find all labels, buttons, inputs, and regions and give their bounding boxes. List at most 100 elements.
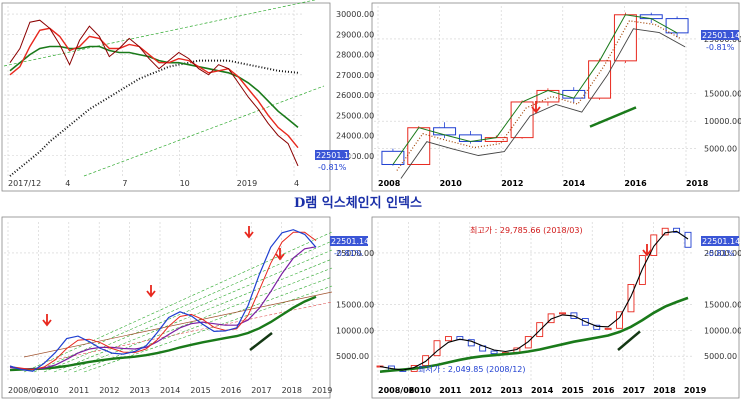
quarterly-y-tick-label: 15000.00 (704, 301, 741, 310)
monthly-x-tick-label: 2013 (130, 386, 150, 395)
monthly-y-tick-label: 5000.00 (336, 352, 369, 361)
daily-y-tick-label: 23000.00 (336, 152, 374, 161)
ma-long-line (9, 59, 299, 177)
daily-x-tick-label: 4 (65, 179, 70, 188)
ma-short-line (9, 27, 299, 149)
daily-x-tick-label: 4 (294, 179, 299, 188)
candle-body (665, 18, 689, 34)
quarterly-x-tick-label: 2010 (409, 386, 432, 395)
candle-body (407, 127, 431, 165)
price-tag-daily: 22501.14 -0.81% (315, 150, 354, 172)
candle-body (484, 137, 508, 142)
high-annotation: 최고가 : 29,785.66 (2018/03) (470, 225, 583, 235)
daily-x-tick-label: 7 (122, 179, 127, 188)
price-tag-monthly: 22501.14 -0.81% (330, 236, 369, 258)
trend-line (23, 291, 333, 358)
daily-y-tick-label: 29000.00 (336, 30, 374, 39)
red-arrow-icon (244, 226, 254, 239)
ma-green-thick (589, 106, 637, 128)
daily-y-tick-label: 26000.00 (336, 91, 374, 100)
yearly-x-tick-label: 2014 (563, 179, 586, 188)
svg-text:22501.14: 22501.14 (702, 237, 740, 246)
candle-body (639, 14, 663, 20)
ma-line (392, 14, 678, 165)
daily-x-tick-label: 2019 (237, 179, 257, 188)
candle-body (684, 231, 692, 248)
monthly-y-tick-label: 10000.00 (336, 326, 374, 335)
quarterly-x-tick-label: 2014 (531, 386, 554, 395)
trend-line (83, 285, 333, 373)
red-arrow-icon (531, 101, 541, 114)
candle-body (627, 284, 635, 313)
trend-line (63, 267, 333, 373)
quarterly-x-tick-label: 2017 (623, 386, 645, 395)
candle-body (588, 60, 612, 99)
monthly-x-tick-label: 2010 (38, 386, 58, 395)
monthly-y-tick-label: 15000.00 (336, 301, 374, 310)
yearly-x-tick-label: 2016 (624, 179, 647, 188)
quarterly-x-tick-label: 2011 (439, 386, 462, 395)
quarterly-x-tick-label: 2013 (500, 386, 522, 395)
quarterly-x-tick-label: 2008/06 (378, 386, 415, 395)
daily-x-tick-label: 10 (180, 179, 190, 188)
red-arrow-icon (275, 248, 285, 261)
trend-line (3, 0, 317, 67)
candle-body (422, 355, 430, 366)
quarterly-x-tick-label: 2019 (684, 386, 707, 395)
ma-long-line (379, 296, 689, 373)
red-arrow-icon (42, 314, 52, 327)
svg-text:22501.14: 22501.14 (316, 151, 354, 160)
candle-body (490, 350, 498, 355)
candle-body (661, 227, 669, 236)
yearly-x-tick-label: 2018 (686, 179, 709, 188)
ma-short-line (9, 231, 317, 371)
monthly-x-tick-label: 2018 (282, 386, 302, 395)
price-tag-quarterly: 22501.14 -0.81% (701, 236, 740, 258)
candle-body (613, 14, 637, 62)
ma-mid-line (9, 246, 317, 370)
svg-text:-0.81%: -0.81% (318, 163, 347, 172)
monthly-x-tick-label: 2011 (69, 386, 89, 395)
trend-line (43, 301, 333, 363)
quarterly-y-tick-label: 25000.00 (704, 249, 741, 258)
monthly-x-tick-label: 2008/06 (8, 386, 41, 395)
ma-short-line (379, 230, 689, 371)
yearly-x-tick-label: 2010 (440, 179, 463, 188)
daily-x-tick-label: 2017/12 (8, 179, 41, 188)
quarterly-x-tick-label: 2015 (562, 386, 585, 395)
candle-body (604, 327, 612, 330)
quarterly-x-tick-label: 2016 (592, 386, 615, 395)
monthly-x-tick-label: 2017 (251, 386, 271, 395)
quarterly-x-tick-label: 2018 (653, 386, 676, 395)
monthly-x-tick-label: 2016 (221, 386, 241, 395)
yearly-y-tick-label: 10000.00 (704, 117, 741, 126)
trend-line (83, 85, 325, 177)
price-line (9, 19, 299, 167)
candle-body (433, 127, 457, 136)
quarterly-chart-panel (371, 216, 740, 399)
quarterly-y-tick-label: 5000.00 (704, 352, 737, 361)
daily-y-tick-label: 27000.00 (336, 71, 374, 80)
monthly-x-tick-label: 2012 (99, 386, 119, 395)
daily-y-tick-label: 30000.00 (336, 10, 374, 19)
yearly-x-tick-label: 2008 (378, 179, 401, 188)
candle-body (593, 324, 601, 330)
yearly-y-tick-label: 15000.00 (704, 90, 741, 99)
trend-line (33, 240, 333, 373)
candle-body (559, 312, 566, 315)
candle-body (562, 89, 586, 99)
candle-body (536, 322, 544, 338)
candle-body (510, 101, 534, 139)
quarterly-x-tick-label: 2012 (470, 386, 492, 395)
red-arrow-icon (642, 244, 652, 257)
monthly-x-tick-label: 2014 (160, 386, 180, 395)
red-arrow-icon (146, 285, 156, 298)
candle-body (444, 336, 452, 342)
ma-long-line (9, 295, 317, 372)
monthly-x-tick-label: 2019 (312, 386, 332, 395)
daily-y-tick-label: 25000.00 (336, 111, 374, 120)
price-tag-yearly: 22501.14 -0.81% (701, 30, 740, 52)
candle-body (650, 234, 658, 256)
svg-text:-0.81%: -0.81% (706, 43, 735, 52)
